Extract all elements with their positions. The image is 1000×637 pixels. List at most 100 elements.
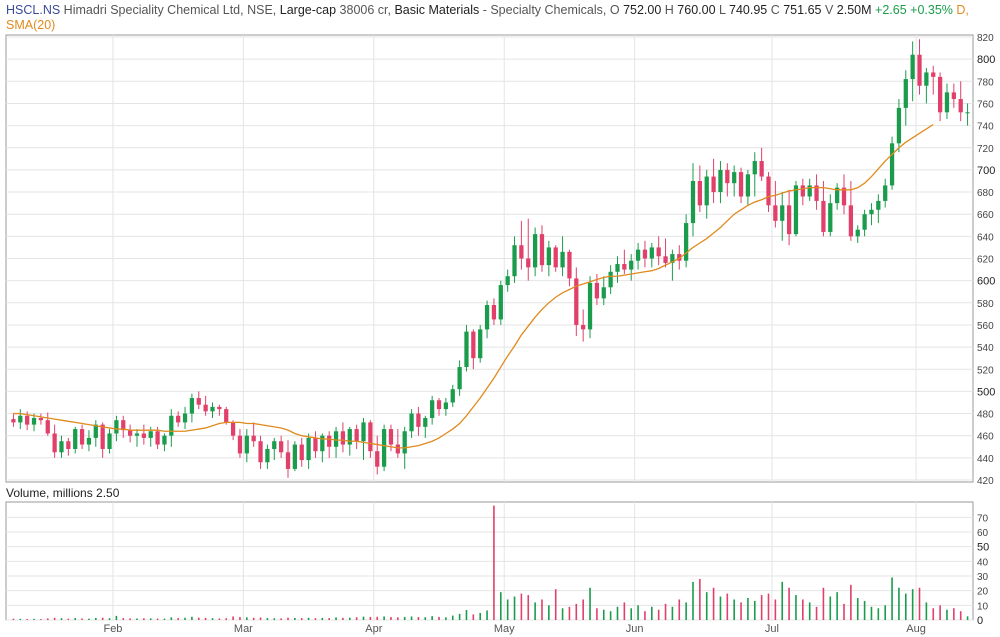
sma-legend[interactable]: SMA(20): [6, 18, 56, 32]
candle: [182, 406, 188, 430]
price-tick-label: 760: [977, 99, 994, 110]
candle: [457, 360, 462, 396]
volume-bar: [520, 593, 523, 620]
month-label: Jun: [626, 623, 644, 635]
candle: [903, 70, 908, 126]
candle: [587, 276, 593, 339]
volume-bar: [74, 618, 77, 620]
candle: [718, 161, 723, 204]
candle-body: [601, 287, 606, 299]
volume-bar: [204, 617, 207, 620]
candle-body: [265, 448, 270, 463]
candle: [395, 429, 400, 458]
volume-bar: [403, 616, 406, 620]
candle-body: [546, 247, 551, 266]
volume-bar: [719, 596, 722, 620]
candle-body: [841, 187, 847, 206]
candle-body: [279, 441, 284, 453]
candle: [169, 409, 174, 447]
candle-body: [759, 161, 764, 177]
candle-body: [498, 285, 503, 320]
candle: [958, 81, 963, 122]
candle: [230, 420, 236, 441]
candle: [828, 194, 833, 237]
volume-bar: [554, 589, 557, 620]
volume-bar: [802, 599, 804, 620]
candle-body: [828, 203, 833, 232]
candle: [855, 225, 860, 243]
candle-body: [443, 402, 449, 410]
volume-bar: [753, 600, 756, 620]
candle: [553, 245, 558, 272]
volume-bar: [891, 577, 893, 620]
candle-body: [951, 92, 956, 100]
price-tick-label: 420: [977, 476, 994, 487]
volume-bar: [431, 616, 433, 620]
candle: [759, 147, 764, 181]
price-tick-label: 700: [977, 165, 995, 177]
price-change: +2.65: [875, 3, 907, 17]
candle: [711, 158, 716, 204]
volume-bar: [740, 602, 742, 620]
volume-bar: [149, 618, 152, 620]
candle-body: [629, 260, 634, 270]
candle-body: [86, 437, 92, 445]
volume-bar: [644, 611, 646, 620]
candle-body: [25, 415, 30, 425]
candle-body: [272, 441, 277, 449]
candle-body: [52, 433, 57, 453]
volume-bar: [458, 613, 461, 620]
candle-body: [457, 367, 462, 390]
candle-body: [395, 444, 400, 454]
volume-bar: [541, 599, 543, 620]
volume-bar: [239, 617, 241, 620]
candle-body: [368, 422, 373, 452]
candle: [430, 395, 435, 425]
candle: [59, 435, 64, 458]
volume-bar: [953, 608, 955, 620]
volume-bar: [115, 615, 118, 620]
volume-bar: [266, 618, 269, 620]
volume-tick-label: 20: [977, 587, 989, 598]
candle-body: [224, 409, 229, 423]
candle-body: [883, 185, 888, 201]
volume-bar: [609, 611, 612, 620]
candle-body: [642, 249, 648, 259]
candle-body: [725, 169, 730, 184]
price-tick-label: 440: [977, 454, 994, 465]
volume-bar: [870, 606, 873, 620]
candle-body: [690, 180, 696, 224]
candle-body: [855, 229, 860, 237]
volume-bar: [390, 617, 392, 620]
volume-bar: [376, 616, 379, 620]
price-change-pct: +0.35%: [910, 3, 953, 17]
candle-body: [148, 431, 153, 438]
candle-body: [663, 256, 668, 263]
candle-body: [869, 209, 874, 215]
candle: [574, 267, 579, 337]
volume-bar: [884, 605, 886, 620]
candle: [766, 172, 771, 212]
price-tick-label: 600: [977, 276, 995, 288]
volume-bar: [726, 593, 729, 620]
volume-bar: [108, 618, 111, 620]
volume-bar: [355, 617, 358, 620]
volume-bar: [911, 589, 914, 620]
candle-body: [169, 415, 174, 436]
volume-bar: [630, 608, 633, 620]
volume-bar: [143, 618, 145, 620]
volume-bar: [877, 608, 880, 620]
candle-body: [450, 389, 455, 403]
candle: [677, 245, 682, 270]
candle-body: [766, 176, 771, 206]
ticker-symbol[interactable]: HSCL.NS: [6, 3, 61, 17]
candle-body: [203, 404, 208, 412]
candle-body: [519, 245, 524, 259]
candle-body: [134, 433, 140, 436]
volume-bar: [294, 617, 296, 620]
candle: [944, 83, 950, 119]
volume-bar: [699, 578, 701, 620]
low-value: 740.95: [729, 3, 768, 17]
sma20-line: [13, 123, 934, 449]
